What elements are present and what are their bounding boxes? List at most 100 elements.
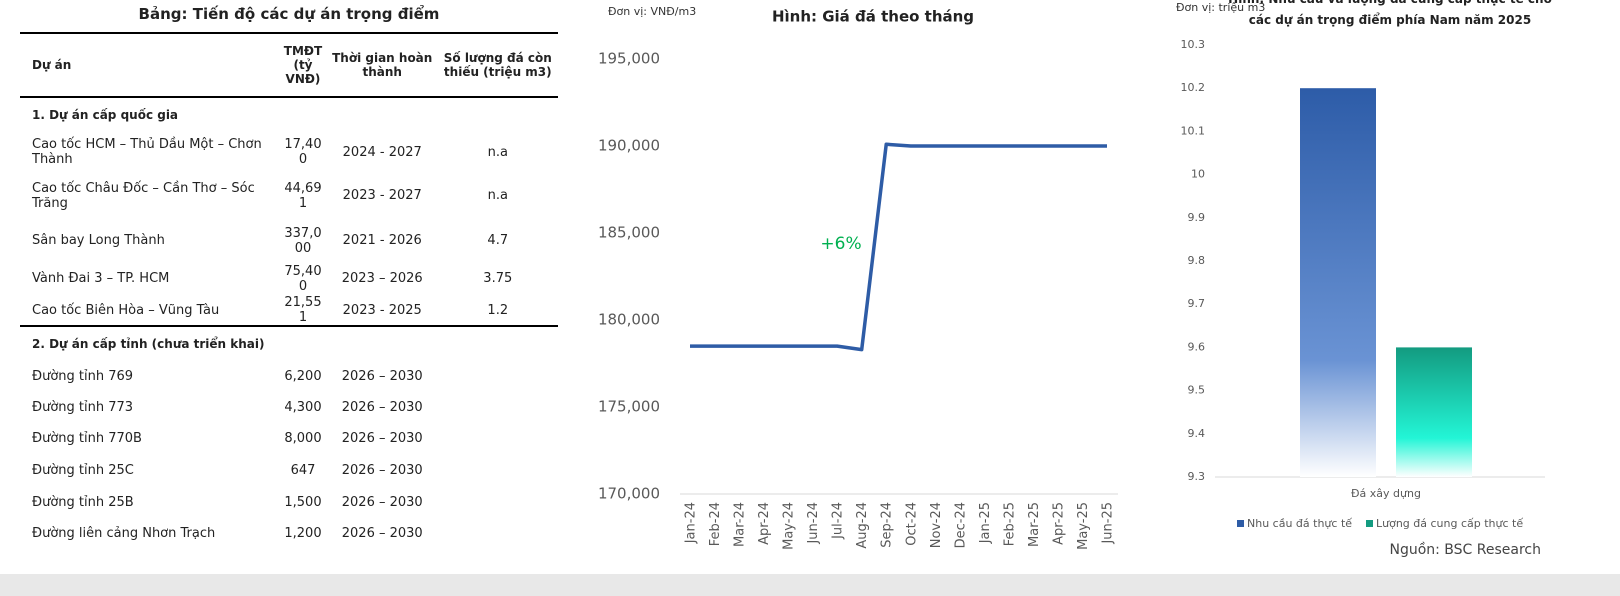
cell: 75,400: [284, 263, 322, 294]
cell: 4.7: [487, 233, 509, 248]
y-tick-label: 175,000: [598, 398, 660, 416]
cell: 1,200: [284, 526, 322, 541]
x-tick-label: Jul-24: [831, 502, 846, 540]
x-tick-label: Sep-24: [880, 502, 895, 548]
cell: Đường tỉnh 769: [32, 369, 134, 384]
row: Cao tốc Châu Đốc – Cần Thơ – Sóc Trăng 44…: [20, 172, 558, 219]
row: Đường tỉnh 770B 8,000 2026 – 2030: [20, 423, 558, 454]
table: Dự án TMĐT (tỷ VNĐ) Thời gian hoàn thành Số…: [20, 32, 558, 549]
x-tick-label: Oct-24: [904, 502, 919, 546]
cell: 2023 - 2027: [342, 188, 422, 203]
header-cell: Dự án: [20, 32, 280, 98]
cell: Đường tỉnh 25C: [32, 462, 134, 478]
bar: [1396, 347, 1472, 477]
chart-title: Hình: Nhu cầu và lượng đá cung cấp thực …: [1228, 0, 1552, 27]
y-tick-label: 10.2: [1181, 81, 1206, 94]
y-tick-label: 9.6: [1188, 340, 1206, 353]
cell: 1,500: [284, 494, 322, 510]
x-tick-label: Jan-25: [978, 502, 993, 544]
cell: 2024 - 2027: [342, 144, 422, 160]
x-tick-label: Aug-24: [855, 502, 870, 549]
row: Đường tỉnh 769 6,200 2026 – 2030: [20, 361, 558, 392]
unit-label: Đơn vị: VNĐ/m3: [608, 5, 696, 18]
cell: n.a: [487, 144, 508, 160]
table-title: Bảng: Tiến độ các dự án trọng điểm: [138, 5, 440, 23]
cell: 17,400: [284, 137, 322, 167]
cell: 4,300: [284, 400, 322, 415]
cell: 2026 – 2030: [341, 526, 423, 541]
project-table: Bảng: Tiến độ các dự án trọng điểm Dự án…: [20, 0, 558, 549]
cell: 2026 – 2030: [341, 431, 423, 446]
footer-strip: [0, 574, 1620, 596]
x-tick-label: Nov-24: [929, 502, 944, 548]
y-tick-label: 185,000: [598, 224, 660, 242]
header-cell: Thời gian hoàn thành: [326, 32, 438, 98]
cell: 2026 – 2030: [341, 369, 423, 384]
y-tick-label: 10: [1191, 168, 1205, 181]
cell: 337,000: [284, 225, 322, 256]
y-tick-label: 180,000: [598, 311, 660, 329]
section-row: 2. Dự án cấp tỉnh (chưa triển khai): [20, 325, 558, 361]
y-tick-label: 9.8: [1188, 254, 1206, 267]
cell: Đường tỉnh 770B: [32, 431, 142, 446]
legend-label: Nhu cầu đá thực tế: [1247, 517, 1352, 530]
x-tick-label: Đá xây dựng: [1351, 487, 1421, 500]
row: Cao tốc Biên Hòa – Vũng Tàu 21,551 2023 - …: [20, 295, 558, 326]
cell: Cao tốc Châu Đốc – Cần Thơ – Sóc Trăng: [32, 180, 255, 211]
x-tick-label: Mar-25: [1027, 502, 1042, 547]
legend-label: Lượng đá cung cấp thực tế: [1376, 517, 1523, 530]
x-tick-label: May-24: [782, 502, 797, 550]
bar: [1300, 88, 1376, 477]
cell: 647: [290, 462, 316, 478]
x-tick-label: Apr-24: [757, 502, 772, 545]
annotation: +6%: [820, 234, 861, 254]
y-tick-label: 9.9: [1188, 211, 1206, 224]
x-tick-label: Feb-25: [1002, 502, 1017, 546]
x-tick-label: May-25: [1076, 502, 1091, 550]
cell: 21,551: [284, 295, 322, 325]
cell: Sân bay Long Thành: [32, 233, 165, 248]
x-tick-label: Apr-25: [1051, 502, 1066, 545]
header-cell: Số lượng đá còn thiếu (triệu m3): [437, 32, 558, 98]
chart-title: Hình: Giá đá theo tháng: [772, 8, 974, 26]
cell: 3.75: [483, 271, 513, 286]
x-tick-label: Jun-25: [1101, 502, 1116, 545]
cell: 2026 – 2030: [341, 400, 423, 415]
y-tick-label: 10.3: [1181, 38, 1206, 51]
cell: 2023 – 2026: [341, 271, 423, 286]
cell: 6,200: [284, 369, 322, 384]
cell: 44,691: [284, 180, 322, 211]
cell: Đường liên cảng Nhơn Trạch: [32, 526, 216, 541]
y-tick-label: 170,000: [598, 485, 660, 503]
cell: n.a: [487, 188, 508, 203]
cell: Vành Đai 3 – TP. HCM: [32, 271, 170, 286]
cell: 8,000: [284, 431, 322, 446]
y-tick-label: 9.3: [1188, 470, 1206, 483]
x-tick-label: Dec-24: [953, 502, 968, 548]
row: Đường tỉnh 25B 1,500 2026 – 2030: [20, 486, 558, 518]
row: Đường tỉnh 773 4,300 2026 – 2030: [20, 392, 558, 423]
y-tick-label: 10.1: [1181, 124, 1206, 137]
unit-label: Đơn vị: triệu m3: [1176, 1, 1265, 14]
line: [690, 142, 1107, 352]
row: Đường tỉnh 25C 647 2026 – 2030: [20, 454, 558, 486]
y-tick-label: 9.5: [1188, 384, 1206, 397]
legend-swatch: [1366, 520, 1373, 527]
cell: Cao tốc Biên Hòa – Vũng Tàu: [32, 302, 220, 318]
cell: 1.2: [487, 302, 509, 318]
y-tick-label: 9.7: [1188, 297, 1206, 310]
y-tick-label: 190,000: [598, 137, 660, 155]
cell: Cao tốc HCM – Thủ Dầu Một – Chơn Thành: [32, 137, 262, 167]
y-tick-label: 195,000: [598, 50, 660, 68]
x-tick-label: Mar-24: [733, 502, 748, 547]
cell: Đường tỉnh 773: [32, 400, 134, 415]
legend-swatch: [1237, 520, 1244, 527]
x-tick-label: Feb-24: [708, 502, 723, 546]
cell: 2026 – 2030: [341, 462, 423, 478]
y-tick-label: 9.4: [1188, 427, 1206, 440]
section-title: 2. Dự án cấp tỉnh (chưa triển khai): [20, 325, 558, 361]
cell: 2026 – 2030: [341, 494, 423, 510]
x-tick-label: Jun-24: [806, 502, 821, 545]
row: Đường liên cảng Nhơn Trạch 1,200 2026 – 20…: [20, 518, 558, 549]
